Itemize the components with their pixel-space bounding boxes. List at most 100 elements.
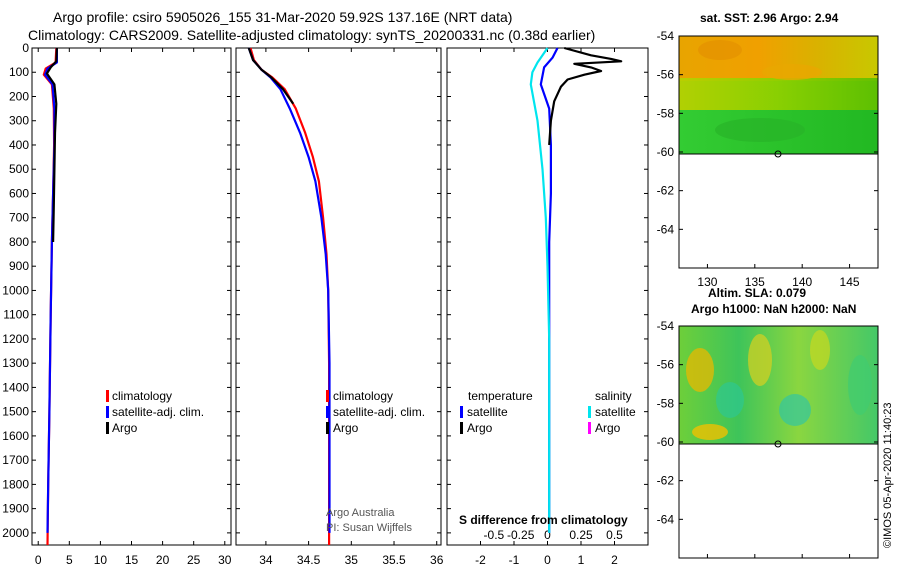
depth-tick-label: 600	[9, 186, 29, 200]
sla-map-high-patch	[692, 424, 728, 440]
depth-tick-label: 1900	[2, 502, 29, 516]
inner-x-tick-label: 0.5	[606, 528, 623, 542]
sst-map-warm-patch	[762, 64, 822, 80]
x-tick-label: 30	[218, 553, 232, 567]
x-tick-label: 36	[430, 553, 444, 567]
legend-label-t-argo: Argo	[467, 421, 493, 435]
depth-tick-label: 200	[9, 89, 29, 103]
legend-label-s-satellite: satellite	[595, 405, 636, 419]
lat-tick-label: -56	[657, 68, 675, 82]
legend-swatch-s-satellite	[588, 406, 591, 418]
x-tick-label: 35.5	[382, 553, 406, 567]
lat-tick-label: -64	[657, 512, 675, 526]
legend-label-climatology: climatology	[112, 389, 172, 403]
sla-map-high-patch	[686, 348, 714, 392]
depth-tick-label: 300	[9, 114, 29, 128]
depth-tick-label: 1200	[2, 332, 29, 346]
sst-map-mid-band	[679, 78, 878, 110]
sst-map: sat. SST: 2.96 Argo: 2.94 -54 -56 -58 -60 -6…	[657, 11, 879, 289]
difference-panel: -2 -1 0 1 2 -0.5 -0.25 0 0.25 0.5 temperature sal…	[446, 46, 649, 567]
sla-map-high-patch	[748, 334, 772, 386]
legend-label-t-satellite: satellite	[467, 405, 508, 419]
salinity-legend: climatology satellite-adj. clim. Argo	[326, 389, 425, 435]
x-tick-label: 25	[187, 553, 201, 567]
inner-x-tick-label: 0	[544, 528, 551, 542]
sla-map-low-patch	[716, 382, 744, 418]
x-tick-label: 34.5	[297, 553, 321, 567]
depth-tick-label: 0	[22, 41, 29, 55]
legend-label-s-argo: Argo	[595, 421, 621, 435]
sla-map-low-patch	[779, 394, 811, 426]
legend-label-argo: Argo	[333, 421, 359, 435]
inner-x-tick-label: 0.25	[569, 528, 593, 542]
lat-tick-label: -60	[657, 145, 675, 159]
legend-swatch-t-argo	[460, 422, 463, 434]
depth-tick-label: 1700	[2, 453, 29, 467]
salinity-panel-frame	[235, 47, 442, 546]
lat-tick-label: -64	[657, 222, 675, 236]
depth-tick-label: 400	[9, 138, 29, 152]
difference-depth-ticks	[447, 47, 648, 534]
sst-map-lon-axis: 130 135 140 145	[697, 264, 860, 289]
depth-tick-label: 1500	[2, 405, 29, 419]
lat-tick-label: -56	[657, 358, 675, 372]
sla-map-no-data	[679, 444, 878, 558]
lat-tick-label: -62	[657, 184, 675, 198]
depth-tick-label: 1800	[2, 477, 29, 491]
x-tick-label: 10	[94, 553, 108, 567]
x-tick-label: 2	[611, 553, 618, 567]
legend-title-salinity: salinity	[595, 389, 632, 403]
lat-tick-label: -54	[657, 29, 675, 43]
lat-tick-label: -62	[657, 474, 675, 488]
legend-swatch-s-argo	[588, 422, 591, 434]
legend-label-satellite: satellite-adj. clim.	[333, 405, 425, 419]
depth-tick-label: 1100	[3, 308, 29, 322]
sst-map-argo-location	[774, 150, 782, 158]
sst-map-cool-patch	[715, 118, 805, 142]
depth-tick-label: 2000	[2, 526, 29, 540]
temperature-panel-frame	[31, 47, 232, 546]
x-tick-label: 5	[66, 553, 73, 567]
depth-tick-label: 700	[9, 211, 29, 225]
sla-map: Altim. SLA: 0.079 Argo h1000: NaN h2000:…	[657, 286, 879, 559]
lat-tick-label: -60	[657, 435, 675, 449]
temperature-panel: 0100200300400500600700800900100011001200…	[2, 41, 231, 567]
difference-legend: temperature salinity satellite Argo sate…	[460, 389, 636, 435]
series-line-s-satellite	[529, 47, 551, 533]
lat-tick-label: -54	[657, 319, 675, 333]
salinity-depth-ticks	[236, 47, 441, 534]
credit-argo-australia: Argo Australia	[326, 507, 395, 519]
depth-tick-label: 1400	[2, 380, 29, 394]
lat-tick-label: -58	[657, 396, 675, 410]
depth-tick-label: 100	[9, 65, 29, 79]
depth-tick-label: 800	[9, 235, 29, 249]
credit-pi: PI: Susan Wijffels	[326, 522, 412, 534]
temperature-legend: climatology satellite-adj. clim. Argo	[106, 389, 204, 435]
difference-lines	[529, 46, 623, 533]
legend-label-satellite: satellite-adj. clim.	[112, 405, 204, 419]
legend-swatch-satellite	[106, 406, 109, 418]
lat-tick-label: -58	[657, 106, 675, 120]
sst-map-warm-patch	[698, 40, 742, 60]
x-tick-label: 15	[125, 553, 139, 567]
difference-x-axis: -2 -1 0 1 2 -0.5 -0.25 0 0.25 0.5	[475, 48, 623, 567]
depth-tick-label: 1000	[2, 283, 29, 297]
inner-x-tick-label: -0.25	[507, 528, 535, 542]
sla-map-low-patch	[848, 355, 872, 415]
sla-map-title-2: Argo h1000: NaN h2000: NaN	[691, 302, 856, 316]
legend-label-climatology: climatology	[333, 389, 393, 403]
legend-swatch-satellite	[326, 406, 329, 418]
lon-tick-label: 145	[840, 275, 860, 289]
legend-label-argo: Argo	[112, 421, 138, 435]
legend-title-temperature: temperature	[468, 389, 533, 403]
depth-tick-label: 500	[9, 162, 29, 176]
sla-map-argo-location	[774, 440, 782, 448]
legend-swatch-climatology	[326, 390, 329, 402]
sst-map-lat-axis: -54 -56 -58 -60 -62 -64	[657, 29, 878, 236]
depth-tick-label: 1600	[2, 429, 29, 443]
difference-xlabel: S difference from climatology	[459, 513, 628, 527]
sla-map-lat-axis: -54 -56 -58 -60 -62 -64	[657, 319, 878, 526]
legend-swatch-t-satellite	[460, 406, 463, 418]
series-line-argo	[45, 47, 58, 243]
depth-tick-label: 1300	[2, 356, 29, 370]
